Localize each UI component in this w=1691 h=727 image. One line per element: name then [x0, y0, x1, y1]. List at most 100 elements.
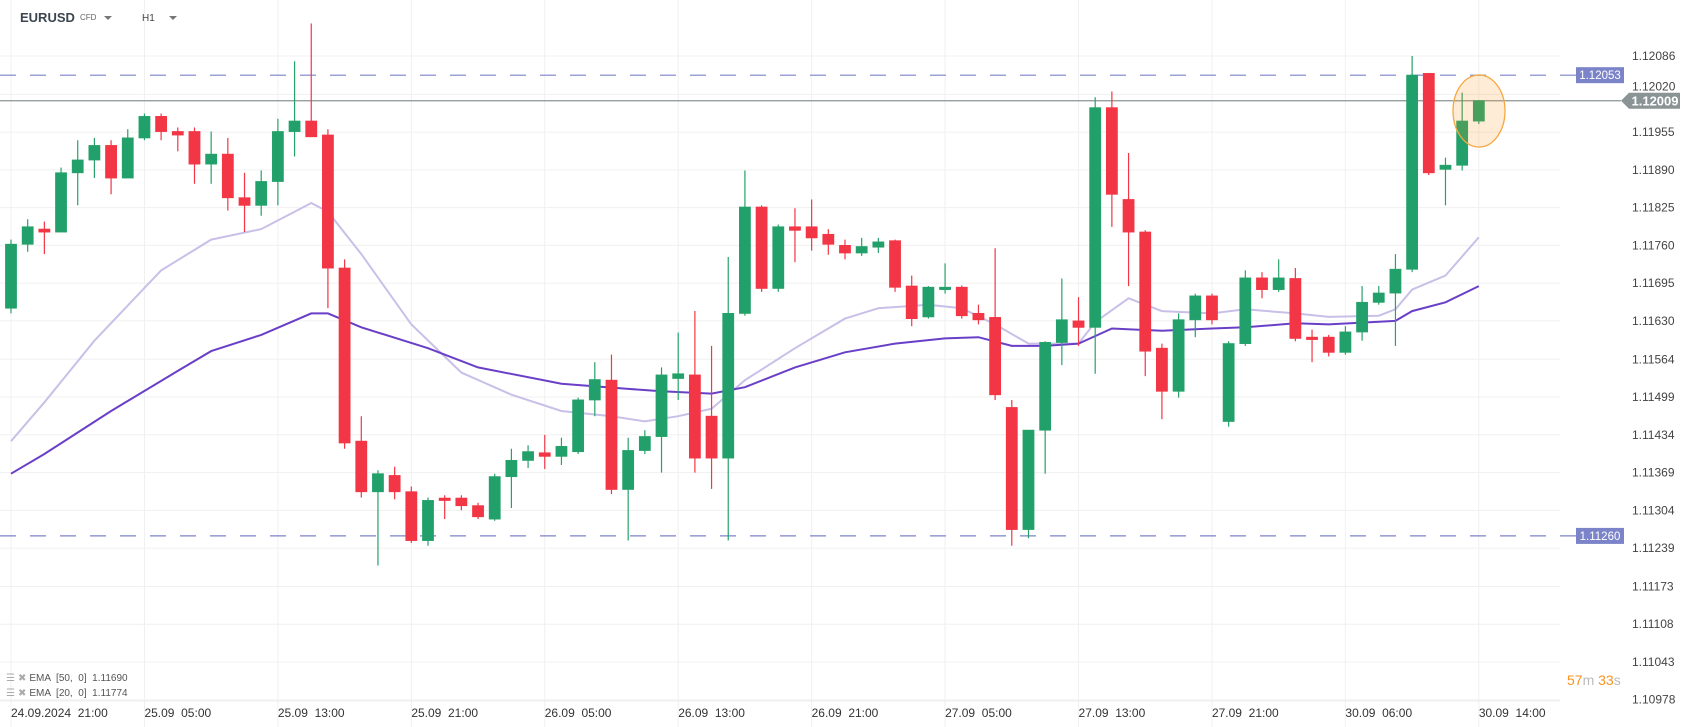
time-tick-label: 26.09 13:00 [678, 706, 745, 720]
bullish-candle [71, 159, 84, 174]
indicator-ema50[interactable]: ☰ ✖ EMA [50, 0] 1.11690 [6, 673, 128, 684]
time-tick-label: 25.09 21:00 [411, 706, 478, 720]
bullish-candle [588, 379, 601, 401]
bearish-candle [1306, 336, 1318, 340]
price-tick-label: 1.11564 [1632, 352, 1675, 366]
price-tick-label: 1.11890 [1632, 163, 1675, 177]
time-tick-label: 26.09 21:00 [812, 706, 879, 720]
bearish-candle [1206, 295, 1218, 321]
bearish-candle [1289, 278, 1302, 339]
bearish-candle [705, 415, 718, 459]
timer-seconds: 33 [1598, 672, 1614, 688]
bullish-candle [1372, 292, 1385, 303]
bearish-candle [1105, 107, 1118, 195]
bullish-candle [1022, 429, 1035, 530]
price-tick-label: 1.11825 [1632, 201, 1675, 215]
ema-lines [10, 201, 1480, 475]
bearish-candle [805, 226, 818, 239]
bearish-candle [822, 233, 835, 245]
bearish-candle [38, 228, 51, 233]
bearish-candle [1156, 347, 1168, 392]
price-tick-label: 1.11369 [1632, 466, 1675, 480]
bullish-candle [1356, 301, 1368, 333]
price-tick-label: 1.11760 [1632, 238, 1675, 252]
settings-icon[interactable]: ☰ [6, 688, 15, 699]
symbol-dropdown-icon[interactable] [104, 16, 112, 20]
instrument-type: CFD [80, 13, 97, 22]
price-tick-label: 1.12020 [1632, 80, 1676, 94]
close-icon[interactable]: ✖ [17, 688, 27, 699]
bearish-candle [1422, 73, 1435, 174]
bullish-candle [1189, 295, 1202, 321]
time-tick-label: 30.09 14:00 [1479, 706, 1546, 720]
timeframe-selector[interactable]: H1 [142, 13, 155, 24]
bullish-candle [1389, 268, 1402, 294]
bullish-candle [1222, 343, 1235, 422]
price-tick-label: 1.10978 [1632, 693, 1676, 707]
bearish-candle [1322, 336, 1335, 353]
bullish-candle [922, 286, 935, 318]
bullish-candle [1272, 277, 1285, 290]
bearish-candle [688, 374, 701, 459]
current-price-tag: 1.12009 [1632, 94, 1679, 109]
time-tick-label: 25.09 13:00 [278, 706, 345, 720]
price-tick-label: 1.11108 [1632, 617, 1674, 631]
bullish-candle [1406, 74, 1419, 270]
time-tick-label: 26.09 05:00 [545, 706, 612, 720]
timeframe-dropdown-icon[interactable] [169, 16, 177, 20]
bearish-candle [472, 505, 484, 518]
bearish-candle [538, 452, 551, 457]
bullish-candle [672, 373, 685, 379]
bearish-candle [322, 134, 334, 269]
horizontal-levels [0, 74, 1621, 537]
time-tick-label: 27.09 05:00 [945, 706, 1012, 720]
bullish-candle [1089, 107, 1102, 328]
current-price-tag-bg [1621, 92, 1680, 109]
bullish-candle [622, 450, 635, 490]
bullish-candle [88, 145, 101, 161]
price-tick-label: 1.11304 [1632, 503, 1675, 517]
bearish-candle [338, 267, 351, 444]
highlight-ellipse [1452, 74, 1506, 148]
bullish-candle [522, 451, 534, 461]
bullish-candle [488, 476, 501, 520]
bearish-candle [755, 206, 768, 289]
bullish-candle [572, 399, 585, 453]
bearish-candle [405, 491, 418, 541]
price-axis: 1.12086 1.12020 1.11955 1.11890 1.11825 1.117… [1632, 49, 1676, 707]
bullish-candle [555, 446, 568, 457]
bullish-candle [1239, 277, 1252, 344]
bullish-candle [1472, 100, 1485, 122]
bullish-candle [1039, 342, 1052, 431]
bearish-candle [238, 197, 251, 206]
bearish-candle [438, 497, 451, 501]
bearish-candle [905, 285, 918, 320]
bearish-candle [305, 120, 318, 138]
bearish-candle [605, 379, 618, 490]
bearish-candle [1256, 277, 1268, 290]
bearish-candle [1072, 320, 1085, 328]
bullish-candle [255, 181, 268, 206]
bullish-candle [855, 246, 868, 254]
indicator-ema20[interactable]: ☰ ✖ EMA [20, 0] 1.11774 [6, 688, 128, 699]
symbol-selector[interactable]: EURUSD [20, 10, 75, 25]
bullish-candle [205, 153, 218, 165]
price-tick-label: 1.11434 [1632, 428, 1675, 442]
price-tick-label: 1.11173 [1632, 579, 1674, 593]
time-tick-label: 27.09 13:00 [1079, 706, 1146, 720]
bullish-candle [271, 131, 284, 182]
bullish-candle [21, 226, 34, 245]
bearish-candle [839, 245, 851, 254]
close-icon[interactable]: ✖ [17, 673, 27, 684]
bearish-candle [188, 131, 201, 165]
bearish-candle [889, 240, 901, 288]
bearish-candle [355, 440, 368, 493]
bullish-candle [655, 374, 668, 437]
lower-level-tag-bg [1576, 527, 1624, 544]
bearish-candle [171, 131, 184, 136]
indicator-label: EMA [50, 0] 1.11690 [29, 673, 128, 684]
settings-icon[interactable]: ☰ [6, 673, 15, 684]
bullish-candle [872, 241, 885, 248]
upper-level-tag-bg [1576, 67, 1624, 84]
